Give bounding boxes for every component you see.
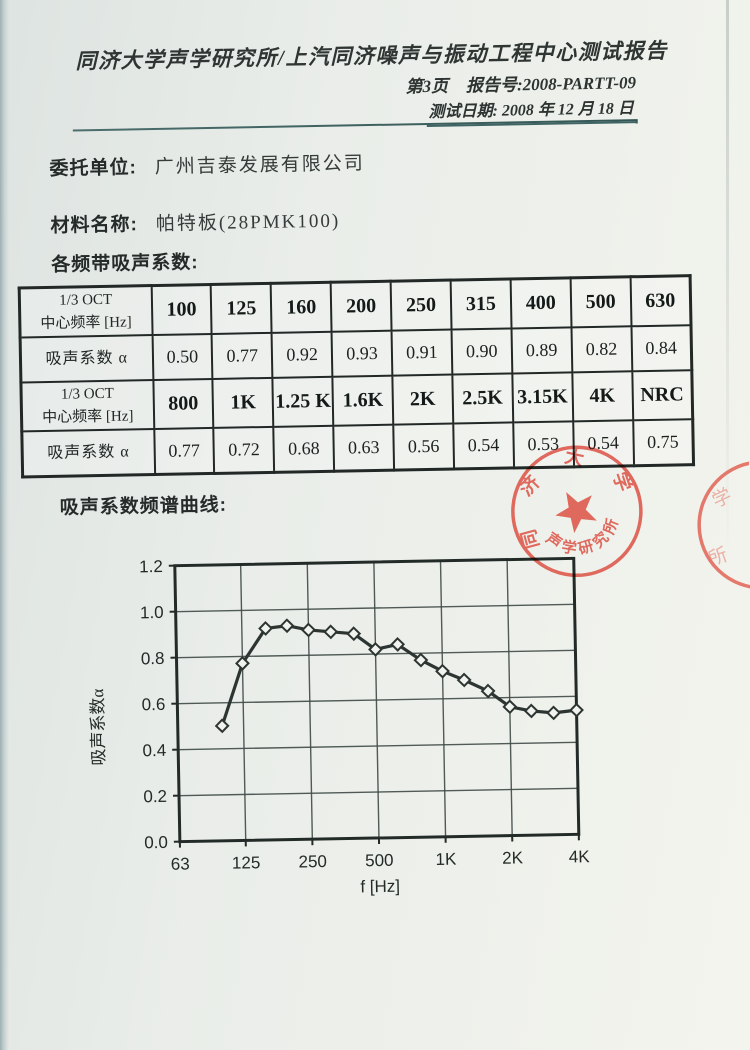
- data-point-marker: [390, 636, 406, 652]
- alpha-cell: 0.77: [153, 427, 215, 475]
- y-axis-title: 吸声系数α: [88, 688, 108, 765]
- x-tick-label: 63: [171, 854, 190, 873]
- data-point-marker: [323, 624, 339, 640]
- data-point-marker: [413, 652, 429, 668]
- alpha-cell: 0.90: [451, 328, 513, 375]
- grid-line-horizontal: [178, 741, 578, 751]
- stamp-circle: [511, 445, 643, 578]
- y-tick-label: 0.4: [142, 741, 166, 760]
- client-value: 广州吉泰发展有限公司: [154, 153, 366, 178]
- alpha-cell: 0.89: [511, 327, 572, 374]
- alpha-cell: 0.92: [271, 331, 333, 378]
- freq-header-cell: 1/3 OCT 中心频率 [Hz]: [20, 380, 154, 432]
- report-number: 报告号:2008-PARTT-09: [465, 73, 637, 96]
- freq-cell: 800: [152, 378, 214, 430]
- header-divider-rule: [72, 119, 638, 132]
- grid-line-horizontal: [175, 603, 575, 613]
- freq-cell: 1.25 K: [272, 376, 334, 427]
- alpha-cell: 0.77: [211, 332, 273, 379]
- material-value: 帕特板(28PMK100): [155, 210, 341, 235]
- data-point-marker: [546, 705, 562, 721]
- alpha-cell: 0.63: [333, 424, 395, 472]
- x-axis-title: f [Hz]: [360, 877, 400, 897]
- freq-cell: 315: [450, 278, 512, 330]
- data-point-marker: [480, 683, 496, 699]
- x-tick-label: 250: [298, 852, 327, 872]
- data-point-marker: [279, 618, 295, 634]
- x-tick-label: 125: [232, 853, 261, 873]
- data-point-marker: [258, 621, 273, 636]
- data-point-marker: [346, 626, 362, 642]
- data-point-marker: [523, 703, 539, 719]
- data-point-marker: [301, 622, 316, 638]
- y-tick-label: 1.0: [140, 603, 164, 622]
- freq-cell: 100: [151, 284, 212, 336]
- alpha-cell: 0.91: [391, 329, 453, 376]
- data-line: [220, 624, 579, 728]
- material-row: 材料名称: 帕特板(28PMK100): [50, 206, 340, 238]
- absorption-spectrum-chart: 63 125 250 500 1K 2K 4K 0.0 0.2 0.4 0.6 0.8 1.0 1.2 f …: [88, 556, 591, 897]
- alpha-cell: 0.84: [630, 325, 692, 372]
- alpha-cell: 0.93: [331, 330, 393, 377]
- data-point-marker: [214, 718, 230, 734]
- alpha-cell: 0.82: [571, 326, 632, 373]
- y-tick-label: 0.8: [141, 649, 165, 668]
- grid-line-horizontal: [179, 787, 578, 797]
- chart-section-title: 吸声系数频谱曲线:: [59, 494, 228, 519]
- partial-stamp-char-bottom: 所: [705, 544, 730, 571]
- alpha-cell: 0.68: [273, 425, 335, 473]
- x-tick-label: 500: [365, 851, 394, 871]
- freq-cell: NRC: [631, 370, 693, 421]
- freq-cell: 1.6K: [332, 375, 394, 426]
- x-tick-label: 4K: [569, 847, 591, 866]
- y-tick-label: 0.2: [143, 787, 167, 806]
- table-section-title: 各频带吸声系数:: [51, 252, 199, 276]
- freq-cell: 1K: [212, 377, 274, 428]
- data-point-marker: [456, 672, 472, 688]
- data-point-marker: [235, 655, 250, 671]
- freq-cell: 500: [570, 276, 631, 328]
- partial-stamp: 学 所: [697, 460, 750, 590]
- alpha-header-cell: 吸声系数 α: [21, 429, 155, 477]
- freq-header-cell: 1/3 OCT 中心频率 [Hz]: [19, 285, 153, 338]
- freq-cell: 3.15K: [512, 372, 573, 423]
- freq-cell: 250: [390, 280, 452, 331]
- paper-left-edge-shadow: [0, 0, 9, 1050]
- y-tick-label: 1.2: [139, 557, 163, 576]
- freq-cell: 630: [630, 275, 691, 327]
- data-point-marker: [368, 641, 383, 657]
- client-row: 委托单位: 广州吉泰发展有限公司: [49, 148, 365, 181]
- y-tick-label: 0.6: [142, 695, 166, 714]
- freq-cell: 2.5K: [452, 373, 513, 424]
- alpha-header-cell: 吸声系数 α: [20, 335, 153, 383]
- freq-cell: 200: [330, 281, 392, 332]
- data-point-marker: [435, 663, 450, 679]
- x-tick-label: 1K: [435, 850, 457, 869]
- alpha-cell: 0.56: [393, 423, 454, 471]
- freq-cell: 125: [211, 283, 272, 334]
- freq-cell: 160: [270, 282, 332, 333]
- x-tick-label: 2K: [502, 848, 524, 867]
- data-point-marker: [569, 702, 584, 718]
- client-label: 委托单位:: [49, 157, 138, 180]
- freq-cell: 400: [510, 277, 572, 329]
- partial-stamp-arc: [697, 460, 750, 590]
- stamp-star-icon: [555, 492, 597, 534]
- official-stamp: 同济大学 声学研究所: [497, 429, 645, 578]
- freq-cell: 2K: [392, 374, 454, 425]
- alpha-cell: 0.72: [213, 426, 275, 474]
- paper-right-edge: [726, 0, 729, 560]
- alpha-cell: 0.50: [152, 333, 213, 381]
- grid-line-horizontal: [177, 695, 577, 705]
- page-number: 第3页: [405, 76, 449, 97]
- material-label: 材料名称:: [50, 214, 139, 237]
- data-point-marker: [502, 699, 518, 715]
- y-tick-label: 0.0: [144, 833, 168, 852]
- plot-border: [173, 556, 581, 844]
